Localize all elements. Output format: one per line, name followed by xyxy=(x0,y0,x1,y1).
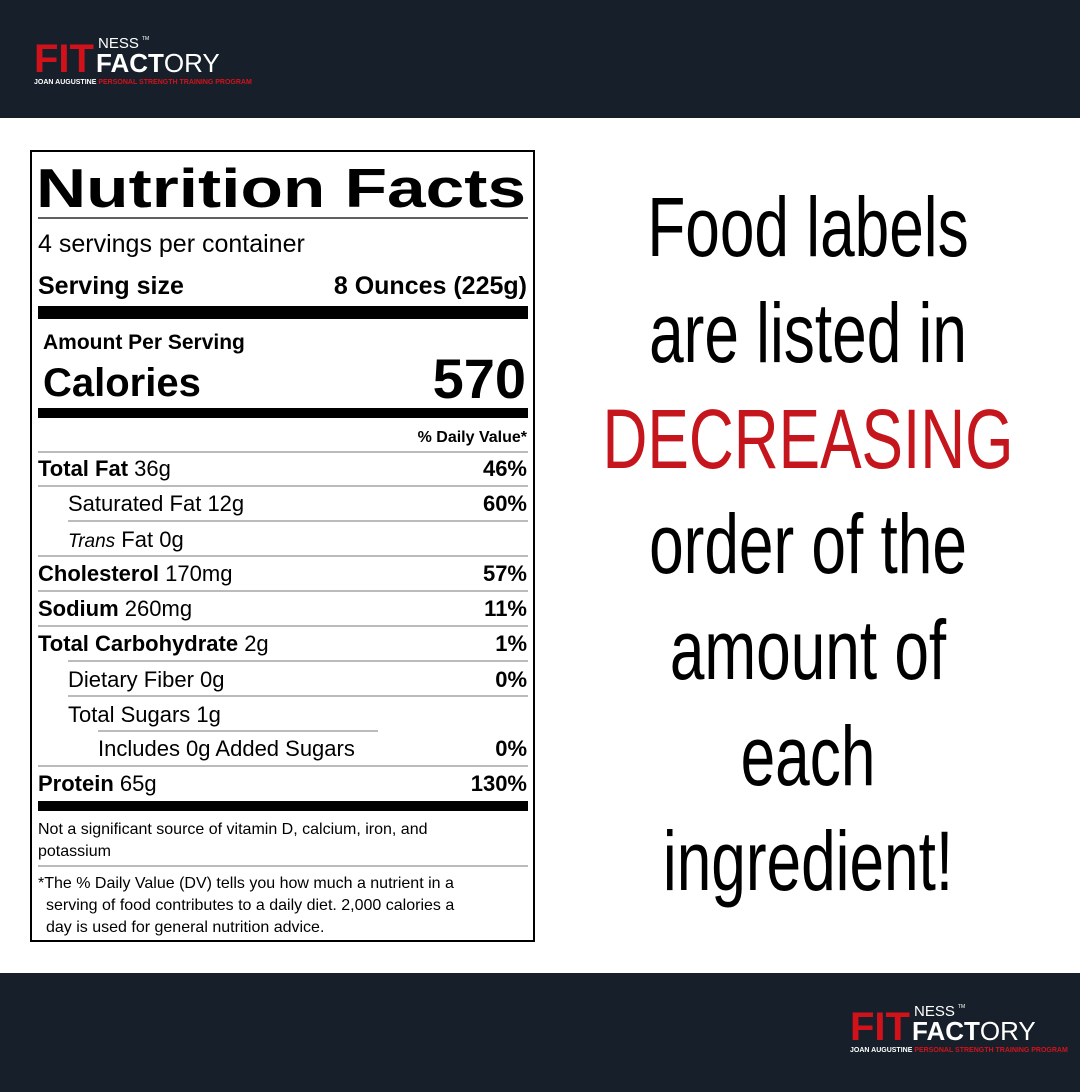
nutrient-amount: 1g xyxy=(196,702,220,727)
nutrient-name: Protein xyxy=(38,771,114,796)
logo-tm: TM xyxy=(142,36,149,42)
header-bar xyxy=(0,0,1080,118)
nutrient-row: Total Fat 36g xyxy=(38,456,171,481)
nutrient-name: Sodium xyxy=(38,596,119,621)
footer-bar xyxy=(0,973,1080,1092)
message-highlight: DECREASING xyxy=(603,392,1014,486)
message: Food labels are listed in DECREASING ord… xyxy=(603,180,1014,908)
nutrient-row: Saturated Fat 12g xyxy=(68,491,244,516)
logo-tagline: JOAN AUGUSTINE PERSONAL STRENGTH TRAININ… xyxy=(850,1047,1068,1054)
message-line: are listed in xyxy=(649,286,967,380)
nutrient-row: Trans Fat 0g xyxy=(68,527,184,552)
serving-size-value: 8 Ounces (225g) xyxy=(334,272,527,300)
amount-per-serving: Amount Per Serving xyxy=(43,331,245,354)
nutrient-amount: 170mg xyxy=(165,561,232,586)
nutrient-amount: 0g xyxy=(159,527,183,552)
logo-first-name: JOAN xyxy=(34,79,53,86)
nutrient-name: Fat xyxy=(121,527,153,552)
nutrient-name: Total Carbohydrate xyxy=(38,631,238,656)
logo-program: PERSONAL STRENGTH TRAINING PROGRAM xyxy=(914,1047,1068,1054)
thick-bar xyxy=(38,306,528,319)
nutrient-dv: 0% xyxy=(495,667,527,692)
logo-fit: FIT xyxy=(34,37,94,81)
footnote-line: serving of food contributes to a daily d… xyxy=(46,897,454,914)
nutrient-row: Dietary Fiber 0g xyxy=(68,667,225,692)
logo-fit: FIT xyxy=(850,1005,910,1049)
footnote-line: *The % Daily Value (DV) tells you how mu… xyxy=(38,875,454,892)
nutrient-dv: 57% xyxy=(483,561,527,586)
logo-factory: FACTORY xyxy=(96,48,220,78)
logo-factory-rest: ORY xyxy=(164,48,220,78)
logo-ness: NESS xyxy=(98,35,139,52)
logo-last-name: AUGUSTINE xyxy=(55,79,97,86)
message-line: amount of xyxy=(670,603,947,697)
nutrient-amount: 65g xyxy=(120,771,157,796)
note-line: Not a significant source of vitamin D, c… xyxy=(38,821,428,838)
nutrient-dv: 46% xyxy=(483,456,527,481)
header-logo: FIT NESS TM FACTORY JOAN AUGUSTINE PERSO… xyxy=(34,35,252,86)
nutrient-row: Total Sugars 1g xyxy=(68,702,221,727)
message-line: each xyxy=(741,709,876,803)
logo-tm: TM xyxy=(958,1004,965,1010)
nutrient-name: Dietary Fiber xyxy=(68,667,194,692)
servings: 4 servings per container xyxy=(38,230,305,258)
thick-bar xyxy=(38,801,528,811)
nutrient-name: Cholesterol xyxy=(38,561,159,586)
nutrient-name: Includes 0g Added Sugars xyxy=(98,736,355,761)
logo-factory-bold: FACT xyxy=(912,1016,980,1046)
nutrient-amount: 36g xyxy=(134,456,171,481)
nutrient-name: Total Fat xyxy=(38,456,129,481)
nutrient-amount: 12g xyxy=(207,491,244,516)
logo-factory: FACTORY xyxy=(912,1016,1036,1046)
logo-factory-rest: ORY xyxy=(980,1016,1036,1046)
logo-ness: NESS xyxy=(914,1003,955,1020)
nutrient-row: Sodium 260mg xyxy=(38,596,192,621)
nutrient-amount: 0g xyxy=(200,667,224,692)
nutrient-name: Saturated Fat xyxy=(68,491,201,516)
nutrient-dv: 60% xyxy=(483,491,527,516)
nutrition-label: Nutrition Facts 4 servings per container… xyxy=(30,150,535,942)
nutrient-dv: 11% xyxy=(484,596,527,621)
nutrient-amount: 2g xyxy=(244,631,268,656)
nutrient-dv: 130% xyxy=(471,771,527,796)
footnote-line: day is used for general nutrition advice… xyxy=(46,919,324,936)
nutrient-name-italic: Trans xyxy=(68,531,116,552)
logo-last-name: AUGUSTINE xyxy=(871,1047,913,1054)
footer-logo: FIT NESS TM FACTORY JOAN AUGUSTINE PERSO… xyxy=(850,1003,1068,1054)
nutrient-dv: 1% xyxy=(495,631,527,656)
label-title: Nutrition Facts xyxy=(36,157,526,219)
logo-factory-bold: FACT xyxy=(96,48,164,78)
serving-size-label: Serving size xyxy=(38,272,184,300)
thick-bar xyxy=(38,408,528,418)
nutrient-row: Includes 0g Added Sugars xyxy=(98,736,355,761)
logo-tagline: JOAN AUGUSTINE PERSONAL STRENGTH TRAININ… xyxy=(34,79,252,86)
message-line: Food labels xyxy=(647,180,968,274)
nutrient-row: Total Carbohydrate 2g xyxy=(38,631,269,656)
calories-value: 570 xyxy=(433,347,526,410)
nutrient-dv: 0% xyxy=(495,736,527,761)
daily-value-header: % Daily Value* xyxy=(418,429,528,446)
logo-first-name: JOAN xyxy=(850,1047,869,1054)
message-line: ingredient! xyxy=(663,814,953,908)
nutrient-name: Total Sugars xyxy=(68,702,190,727)
note-line: potassium xyxy=(38,843,111,860)
calories-label: Calories xyxy=(43,361,201,405)
nutrient-row: Cholesterol 170mg xyxy=(38,561,232,586)
logo-program: PERSONAL STRENGTH TRAINING PROGRAM xyxy=(98,79,252,86)
nutrient-row: Protein 65g xyxy=(38,771,157,796)
nutrient-amount: 260mg xyxy=(125,596,192,621)
message-line: order of the xyxy=(649,497,967,591)
